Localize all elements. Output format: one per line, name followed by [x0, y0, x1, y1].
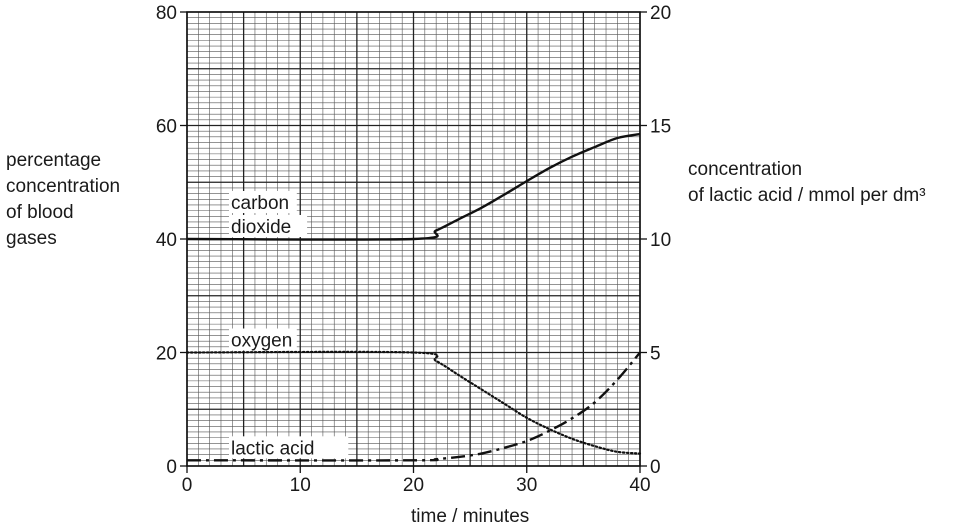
y-tick-label-right: 10 — [650, 230, 671, 251]
series-line-carbon-dioxide — [186, 132, 641, 241]
annotation-backdrop — [229, 328, 297, 351]
y-tick-label-left: 0 — [166, 457, 177, 478]
annotation-backdrop — [229, 436, 349, 459]
annotations: carbon dioxide oxygen lactic acid — [229, 191, 349, 459]
annotation-carbon-dioxide: carbon — [231, 193, 289, 214]
annotation-backdrop — [229, 215, 308, 237]
annotation-lactic-acid: lactic acid — [231, 438, 314, 459]
series-line-lactic-acid — [186, 351, 641, 462]
x-tick-label: 30 — [516, 475, 537, 496]
y-tick-label-right: 20 — [650, 3, 671, 24]
series-line-oxygen — [185, 350, 642, 455]
y-axis-label-right: concentration of lactic acid / mmol per … — [688, 159, 926, 206]
annotation-oxygen: oxygen — [231, 331, 292, 352]
x-axis-label: time / minutes — [411, 506, 530, 527]
y-tick-label-right: 15 — [650, 117, 671, 138]
y-tick-label-left: 60 — [156, 117, 177, 138]
x-tick-label: 0 — [182, 475, 193, 496]
annotation-backdrop — [229, 191, 297, 213]
series-lines — [185, 132, 642, 462]
x-tick-label: 40 — [629, 475, 650, 496]
y-axis-label-left: percentage concentration of blood gases — [6, 150, 121, 249]
y-tick-label-left: 40 — [156, 230, 177, 251]
y-tick-label-right: 5 — [650, 344, 661, 365]
x-tick-label: 10 — [290, 475, 311, 496]
y-tick-label-left: 80 — [156, 3, 177, 24]
y-tick-label-right: 0 — [650, 457, 661, 478]
y-tick-label-left: 20 — [156, 344, 177, 365]
annotation-carbon-dioxide: dioxide — [231, 217, 291, 238]
x-tick-label: 20 — [403, 475, 424, 496]
